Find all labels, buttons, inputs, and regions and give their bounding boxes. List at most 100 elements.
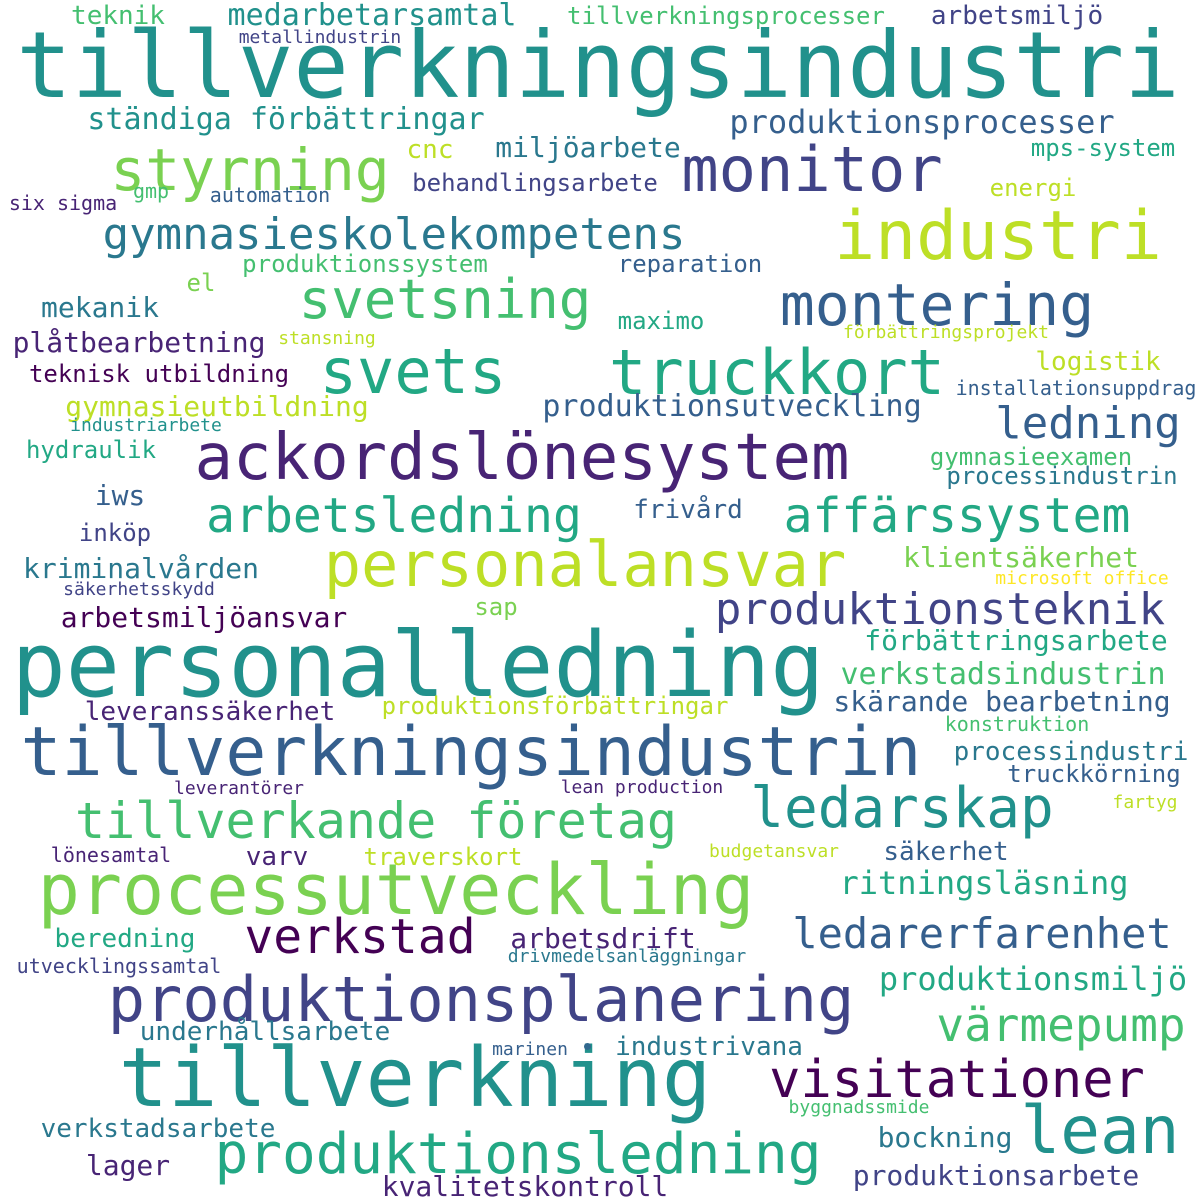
word-monitor: monitor — [681, 133, 943, 206]
word-skarande-bearbetning: skärande bearbetning — [833, 685, 1171, 718]
word-industrivana: industrivana — [615, 1032, 803, 1062]
word-logistik: logistik — [1035, 347, 1161, 377]
word-personalledning: personalledning — [11, 613, 825, 718]
word-utvecklingssamtal: utvecklingssamtal — [16, 954, 222, 978]
word-arbetsmiljoansvar: arbetsmiljöansvar — [60, 601, 348, 634]
word-inkop: inköp — [78, 519, 152, 547]
word-beredning: beredning — [54, 924, 196, 954]
word-produktionsplanering: produktionsplanering — [107, 963, 855, 1036]
word-hydraulik: hydraulik — [25, 436, 157, 464]
word-produktionsforbattringar: produktionsförbättringar — [381, 692, 729, 720]
word-lean: lean — [1020, 1092, 1180, 1169]
word-miljoarbete: miljöarbete — [495, 131, 681, 164]
word-kvalitetskontroll: kvalitetskontroll — [381, 1170, 669, 1200]
word-verkstadsarbete: verkstadsarbete — [40, 1114, 276, 1144]
word-drivmedelsanlaggningar: drivmedelsanläggningar — [507, 946, 747, 967]
word-microsoft-office: microsoft office — [995, 568, 1169, 589]
word-produktionsutveckling: produktionsutveckling — [542, 389, 922, 424]
word-metallindustrin: metallindustrin — [238, 27, 402, 48]
word-lonesamtal: lönesamtal — [50, 843, 172, 867]
word-produktionsteknik: produktionsteknik — [714, 584, 1166, 635]
word-tillverkningsindustrin: tillverkningsindustrin — [20, 713, 922, 792]
word-fartyg: fartyg — [1112, 792, 1178, 813]
word-tillverkning: tillverkning — [118, 1031, 712, 1126]
word-gymnasieutbildning: gymnasieutbildning — [65, 390, 369, 423]
word-bockning: bockning — [877, 1121, 1013, 1154]
word-tillverkande-foretag: tillverkande företag — [74, 792, 678, 850]
word-svetsning: svetsning — [298, 268, 592, 331]
word-installationsuppdrag: installationsuppdrag — [955, 376, 1197, 400]
word-sakerhetsskydd: säkerhetsskydd — [63, 579, 215, 600]
word-iws: iws — [94, 479, 146, 512]
word-varmepump: värmepump — [936, 998, 1186, 1052]
word-automation: automation — [209, 183, 331, 207]
word-affarssystem: affärssystem — [783, 488, 1131, 544]
word-industriarbete: industriarbete — [70, 415, 222, 436]
word-produktionsarbete: produktionsarbete — [852, 1159, 1140, 1192]
word-processindustrin: processindustrin — [946, 462, 1178, 490]
word-processindustri: processindustri — [953, 737, 1189, 767]
word-ackordslonesystem: ackordslönesystem — [194, 421, 850, 495]
word-forbattringsprojekt: förbättringsprojekt — [843, 322, 1049, 343]
word-lean-production: lean production — [560, 777, 724, 798]
word-verkstad: verkstad — [244, 909, 476, 965]
word-underhallsarbete: underhållsarbete — [139, 1017, 391, 1047]
word-ledning: ledning — [995, 398, 1181, 449]
word-lager: lager — [85, 1149, 171, 1182]
word-cnc: cnc — [406, 135, 454, 165]
word-behandlingsarbete: behandlingsarbete — [412, 169, 658, 197]
word-traverskort: traverskort — [363, 843, 523, 871]
word-reparation: reparation — [617, 250, 763, 278]
word-verkstadsindustrin: verkstadsindustrin — [840, 657, 1166, 692]
word-tillverkningsprocesser: tillverkningsprocesser — [567, 2, 885, 30]
word-montering: montering — [779, 271, 1095, 339]
word-leveranssakerhet: leveranssäkerhet — [84, 697, 336, 727]
word-processutveckling: processutveckling — [37, 849, 755, 931]
word-truckkorning: truckkörning — [1007, 760, 1181, 788]
word-produktionssystem: produktionssystem — [242, 250, 488, 278]
word-klientsakerhet: klientsäkerhet — [902, 541, 1140, 574]
word-mps-system: mps-system — [1030, 134, 1176, 162]
word-mekanik: mekanik — [40, 291, 160, 324]
word-gymnasieskolekompetens: gymnasieskolekompetens — [102, 209, 686, 260]
word-gymnasieexamen: gymnasieexamen — [929, 443, 1133, 471]
word-energi: energi — [989, 174, 1077, 202]
word-platbearbetning: plåtbearbetning — [12, 326, 266, 359]
word-styrning: styrning — [110, 136, 390, 204]
word-teknisk-utbildning: teknisk utbildning — [28, 360, 290, 388]
word-ledarskap: ledarskap — [750, 776, 1054, 841]
word-konstruktion: konstruktion — [944, 712, 1090, 736]
word-produktionsledning: produktionsledning — [214, 1122, 822, 1187]
word-arbetsledning: arbetsledning — [206, 488, 582, 544]
word-budgetansvar: budgetansvar — [708, 841, 840, 862]
word-sakerhet: säkerhet — [883, 837, 1009, 867]
word-leverantorer: leverantörer — [173, 778, 305, 799]
word-sap: sap — [474, 593, 518, 621]
word-arbetsdrift: arbetsdrift — [510, 922, 696, 955]
word-produktionsmiljo: produktionsmiljö — [878, 960, 1188, 998]
word-visitationer: visitationer — [769, 1050, 1145, 1110]
word-stansning: stansning — [278, 328, 376, 349]
word-industri: industri — [834, 197, 1162, 276]
word-forbattringsarbete: förbättringsarbete — [864, 624, 1168, 657]
word-frivard: frivård — [633, 495, 743, 525]
word-svets: svets — [319, 335, 507, 408]
word-el: el — [186, 269, 216, 297]
dot-mark — [584, 1043, 591, 1050]
word-produktionsprocesser: produktionsprocesser — [729, 103, 1115, 141]
word-byggnadssmide: byggnadssmide — [788, 1097, 930, 1118]
word-tillverkningsindustri: tillverkningsindustri — [16, 12, 1180, 119]
word-maximo: maximo — [617, 307, 705, 335]
word-varv: varv — [245, 842, 309, 872]
word-marinen: marinen — [492, 1039, 568, 1060]
word-medarbetarsamtal: medarbetarsamtal — [227, 0, 517, 33]
word-kriminalvarden: kriminalvården — [22, 552, 260, 585]
word-arbetsmiljo: arbetsmiljö — [930, 1, 1104, 31]
word-standiga-forbattringar: ständiga förbättringar — [87, 102, 485, 137]
word-ritningslasning: ritningsläsning — [839, 864, 1129, 902]
word-teknik: teknik — [71, 1, 165, 31]
word-six-sigma: six sigma — [8, 191, 118, 215]
word-ledarerfarenhet: ledarerfarenhet — [792, 909, 1172, 958]
word-gmp: gmp — [132, 179, 170, 203]
